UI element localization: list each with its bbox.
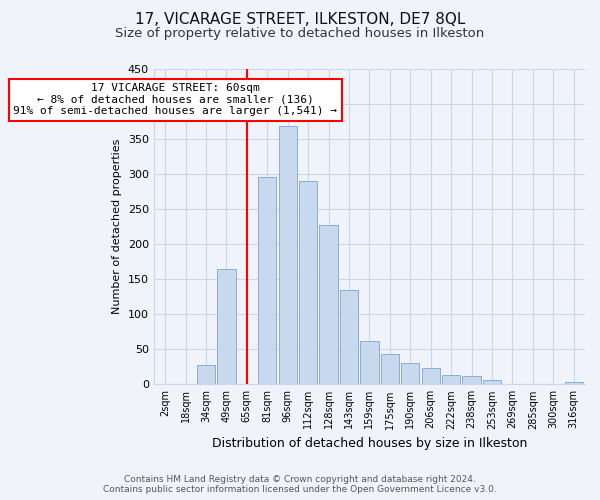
Bar (278, 126, 297, 384)
Bar (442, 375, 460, 384)
Y-axis label: Number of detached properties: Number of detached properties (112, 139, 122, 314)
Text: 17 VICARAGE STREET: 60sqm
← 8% of detached houses are smaller (136)
91% of semi-: 17 VICARAGE STREET: 60sqm ← 8% of detach… (13, 83, 337, 116)
Bar (380, 354, 399, 384)
Text: 17, VICARAGE STREET, ILKESTON, DE7 8QL: 17, VICARAGE STREET, ILKESTON, DE7 8QL (135, 12, 465, 28)
Text: Contains HM Land Registry data © Crown copyright and database right 2024.
Contai: Contains HM Land Registry data © Crown c… (103, 474, 497, 494)
Bar (319, 224, 338, 384)
Bar (483, 380, 501, 384)
Bar (258, 177, 277, 384)
Bar (299, 181, 317, 384)
Bar (340, 290, 358, 384)
X-axis label: Distribution of detached houses by size in Ilkeston: Distribution of detached houses by size … (212, 437, 527, 450)
Bar (565, 382, 583, 384)
Bar (360, 341, 379, 384)
Text: Size of property relative to detached houses in Ilkeston: Size of property relative to detached ho… (115, 28, 485, 40)
Bar (197, 364, 215, 384)
Bar (217, 268, 236, 384)
Bar (401, 364, 419, 384)
Bar (463, 376, 481, 384)
Bar (422, 368, 440, 384)
